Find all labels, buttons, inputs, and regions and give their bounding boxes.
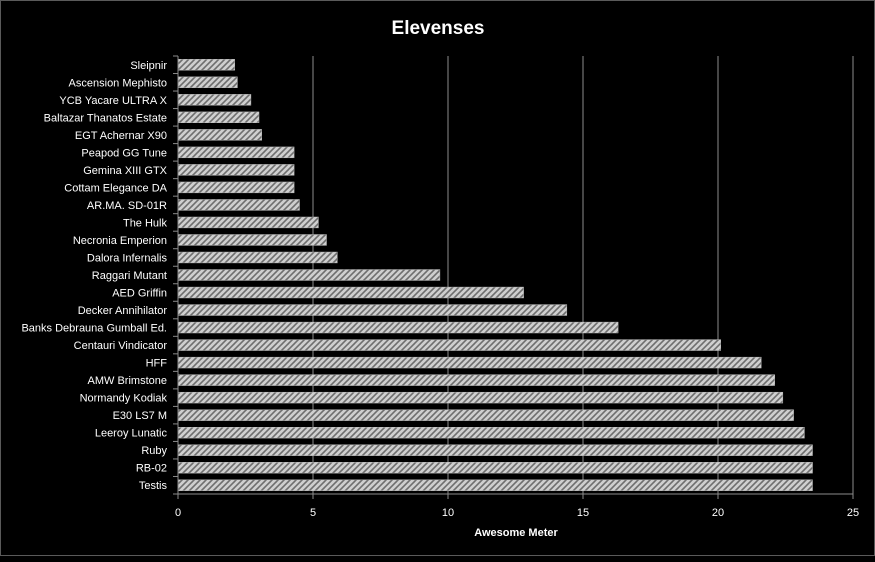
x-tick-label: 15 [577, 507, 589, 519]
category-label: Centauri Vindicator [74, 340, 168, 352]
bar [177, 286, 524, 299]
category-label: AED Griffin [112, 288, 167, 300]
bars [177, 59, 813, 491]
axes [173, 55, 854, 499]
bar [177, 374, 775, 386]
category-label: Banks Debrauna Gumball Ed. [21, 323, 167, 335]
category-label: Ascension Mephisto [69, 77, 167, 89]
category-label: Leeroy Lunatic [95, 428, 168, 440]
bar [177, 339, 721, 351]
x-tick-label: 0 [175, 507, 181, 519]
category-label: RB-02 [136, 463, 167, 475]
chart-title: Elevenses [392, 18, 485, 39]
x-tick-label: 25 [847, 507, 859, 519]
bar [177, 391, 784, 404]
bar [177, 479, 813, 491]
category-labels: Sleipnir Ascension Mephisto YCB Yacare ULT… [21, 60, 167, 492]
category-label: E30 LS7 M [113, 410, 167, 422]
category-label: HFF [146, 358, 168, 370]
bar [177, 356, 762, 369]
category-label: EGT Achernar X90 [75, 130, 167, 142]
category-label: The Hulk [123, 217, 168, 229]
bar [177, 234, 327, 246]
bar [177, 216, 319, 229]
bar [177, 111, 260, 124]
bar [177, 146, 295, 159]
bar [177, 76, 238, 88]
bar [177, 251, 338, 264]
bar [177, 444, 813, 456]
category-label: Testis [139, 480, 168, 492]
category-label: Normandy Kodiak [80, 393, 168, 405]
category-label: Sleipnir [130, 60, 167, 72]
category-label: Gemina XIII GTX [83, 165, 167, 177]
bar [177, 269, 441, 281]
x-axis-title: Awesome Meter [474, 527, 558, 539]
category-label: Decker Annihilator [78, 305, 168, 317]
category-label: Ruby [141, 445, 167, 457]
bar [177, 129, 262, 141]
gridlines [312, 56, 854, 494]
category-label: Baltazar Thanatos Estate [44, 112, 167, 124]
x-tick-label: 20 [712, 507, 724, 519]
bar [177, 59, 235, 71]
bar [177, 94, 252, 106]
x-tick-label: 5 [310, 507, 316, 519]
category-label: Peapod GG Tune [81, 147, 167, 159]
category-label: AMW Brimstone [88, 375, 167, 387]
bar [177, 181, 295, 194]
x-tick-label: 10 [442, 507, 454, 519]
x-tick-labels: 0 5 10 15 20 25 [175, 507, 859, 519]
bar [177, 304, 568, 316]
bar [177, 462, 813, 474]
bar [177, 409, 794, 421]
category-label: AR.MA. SD-01R [87, 200, 167, 212]
category-label: YCB Yacare ULTRA X [59, 95, 167, 107]
category-label: Cottam Elegance DA [64, 182, 167, 194]
category-label: Raggari Mutant [92, 270, 167, 282]
bar [177, 426, 805, 439]
bar [177, 321, 619, 334]
category-label: Necronia Emperion [73, 235, 167, 247]
bar [177, 164, 295, 176]
bar [177, 199, 300, 211]
category-label: Dalora Infernalis [87, 252, 168, 264]
